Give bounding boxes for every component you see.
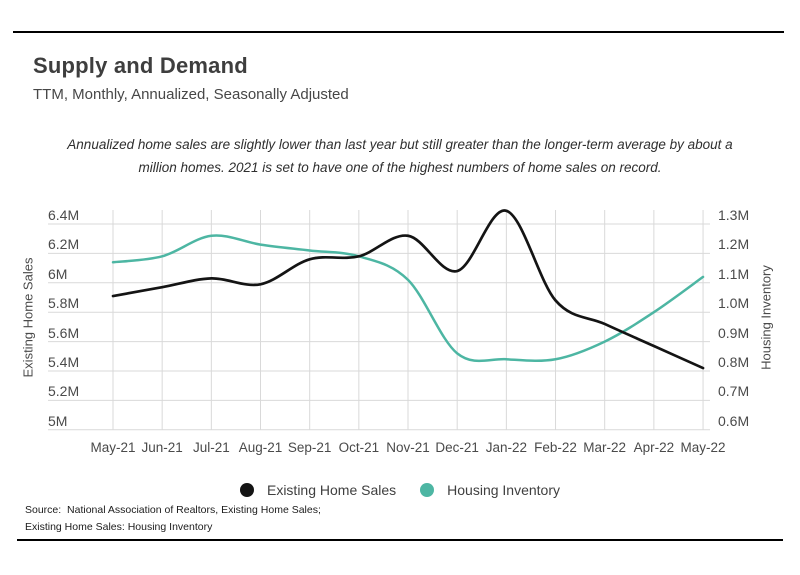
left-tick-label: 5.6M [48,324,80,341]
right-tick-label: 1.0M [718,295,750,312]
x-tick-label: Sep-21 [287,440,332,455]
series-path-housing-inventory [111,234,705,363]
series-path-existing-home-sales [111,209,705,370]
line-chart: Existing Home Sales Housing Inventory 6.… [0,200,800,455]
legend-label-housing-inventory: Housing Inventory [447,482,560,498]
right-tick-label: 0.6M [718,412,750,429]
legend-label-existing-home-sales: Existing Home Sales [266,482,397,498]
x-tick-label: Aug-21 [238,440,283,455]
right-axis-title: Housing Inventory [758,265,774,370]
left-tick-label: 5M [48,412,68,429]
x-tick-label: Jan-22 [485,440,527,455]
left-axis-title: Existing Home Sales [20,257,36,378]
source-line-2: Existing Home Sales: Housing Inventory [25,521,213,533]
right-tick-label: 0.8M [718,354,750,370]
x-tick-label: Apr-22 [633,440,675,455]
right-tick-label: 0.9M [718,324,750,341]
legend-item-housing-inventory: Housing Inventory [420,482,560,498]
left-tick-label: 6.4M [48,207,80,223]
page-title: Supply and Demand [33,53,248,78]
left-tick-label: 5.4M [48,354,80,370]
legend-dot-existing-home-sales-icon [239,483,254,497]
left-tick-label: 5.2M [48,383,80,400]
bottom-divider [17,539,783,541]
chart-annotation: Annualized home sales are slightly lower… [0,133,800,179]
right-tick-label: 1.1M [718,265,750,282]
annotation-line-2: million homes. 2021 is set to have one o… [138,160,662,175]
right-tick-label: 0.7M [718,383,750,400]
chart-legend: Existing Home Sales Housing Inventory [0,482,800,498]
source-line-1: Source: National Association of Realtors… [25,504,321,516]
left-tick-label: 5.8M [48,295,80,312]
x-tick-label: Feb-22 [534,440,577,455]
x-tick-label: May-22 [680,440,726,455]
left-tick-label: 6.2M [48,236,80,253]
x-tick-label: Oct-21 [338,440,380,455]
legend-item-existing-home-sales: Existing Home Sales [239,482,397,498]
x-tick-label: Dec-21 [435,440,479,455]
legend-dot-housing-inventory-icon [420,483,435,497]
plot-area [48,209,710,431]
page-subtitle: TTM, Monthly, Annualized, Seasonally Adj… [33,86,349,103]
annotation-line-1: Annualized home sales are slightly lower… [67,137,733,152]
x-tick-label: Nov-21 [386,440,430,455]
left-tick-label: 6M [48,265,68,282]
x-tick-label: Jun-21 [141,440,183,455]
x-tick-label: May-21 [90,440,136,455]
top-divider [13,31,784,33]
right-tick-label: 1.3M [718,207,750,223]
x-tick-label: Mar-22 [583,440,627,455]
right-tick-label: 1.2M [718,236,750,253]
x-tick-label: Jul-21 [192,440,230,455]
